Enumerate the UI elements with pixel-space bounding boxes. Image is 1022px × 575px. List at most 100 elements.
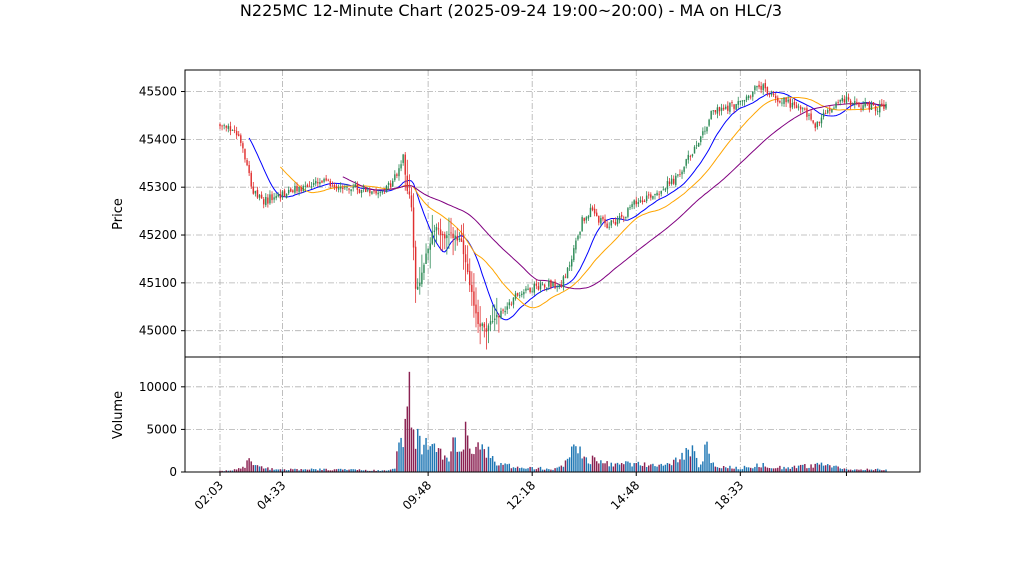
volume-bar xyxy=(639,465,642,472)
volume-bar xyxy=(304,469,307,472)
candle-body xyxy=(381,191,384,193)
candle-body xyxy=(685,159,687,166)
candle-body xyxy=(725,106,727,109)
candle-body xyxy=(752,91,754,97)
candle-body xyxy=(866,102,868,104)
volume-bar xyxy=(637,461,640,472)
candle-body xyxy=(583,217,585,222)
volume-bar xyxy=(342,469,344,472)
volume-bar xyxy=(404,418,406,472)
volume-bar xyxy=(629,462,631,472)
volume-bar xyxy=(377,470,379,472)
volume-bar xyxy=(369,470,371,472)
volume-bar xyxy=(679,459,681,472)
candle-body xyxy=(323,178,325,182)
x-tick-label: 12:18 xyxy=(504,478,538,512)
candle-body xyxy=(635,200,637,205)
volume-bar xyxy=(677,462,679,472)
candle-body xyxy=(870,103,873,110)
volume-bar xyxy=(431,444,434,472)
candle-body xyxy=(446,235,448,239)
volume-bar xyxy=(754,466,756,472)
candle-body xyxy=(402,154,404,163)
candle-body xyxy=(806,108,808,117)
candle-body xyxy=(398,168,400,177)
volume-bar xyxy=(851,470,854,472)
volume-bar xyxy=(577,453,579,472)
volume-bar xyxy=(450,451,452,472)
volume-bar xyxy=(514,467,517,472)
candle-body xyxy=(502,309,504,311)
candles xyxy=(219,79,887,350)
candle-body xyxy=(579,231,581,235)
volume-bar xyxy=(437,448,440,472)
candle-body xyxy=(770,93,773,95)
volume-bar xyxy=(714,466,717,472)
candle-body xyxy=(394,174,396,181)
candle-body xyxy=(560,284,563,287)
candle-body xyxy=(444,234,446,239)
volume-bar xyxy=(879,469,881,472)
candle-body xyxy=(702,131,704,136)
candle-body xyxy=(793,102,796,106)
volume-bar xyxy=(252,465,255,472)
candle-body xyxy=(383,192,386,194)
candle-body xyxy=(781,102,783,104)
candle-body xyxy=(881,103,883,105)
candle-body xyxy=(802,108,804,110)
candle-body xyxy=(648,194,650,196)
volume-bar xyxy=(633,463,635,472)
volume-bar xyxy=(296,469,298,472)
candle-body xyxy=(273,197,275,200)
volume-bar xyxy=(731,468,733,472)
volume-bar xyxy=(793,465,796,472)
volume-bar xyxy=(858,469,860,472)
candle-body xyxy=(749,96,752,98)
candle-body xyxy=(581,217,583,232)
volume-bar xyxy=(375,470,377,472)
volume-bar xyxy=(319,468,321,472)
volume-bar xyxy=(423,444,425,472)
candle-body xyxy=(672,178,675,184)
volume-bar xyxy=(685,447,687,472)
candle-body xyxy=(606,223,608,229)
candle-body xyxy=(315,180,317,184)
volume-bar xyxy=(618,464,621,472)
candle-body xyxy=(352,187,354,189)
volume-bar xyxy=(826,464,829,472)
candle-body xyxy=(396,174,398,176)
volume-bar xyxy=(747,467,750,472)
volume-bar xyxy=(783,466,785,472)
volume-bar xyxy=(598,463,600,472)
candle-body xyxy=(743,100,746,102)
candle-body xyxy=(762,84,764,91)
candle-body xyxy=(612,220,615,222)
volume-bar xyxy=(700,464,702,472)
volume-bar xyxy=(487,446,490,472)
volume-bar xyxy=(454,437,456,472)
candle-body xyxy=(643,200,646,203)
candle-body xyxy=(479,323,481,327)
volume-bar xyxy=(870,469,873,472)
volume-bar xyxy=(656,466,658,472)
volume-bar xyxy=(439,448,442,472)
volume-bar xyxy=(523,468,525,472)
volume-grid xyxy=(185,357,920,472)
volume-bar xyxy=(654,466,656,472)
candle-body xyxy=(427,248,429,254)
volume-bar xyxy=(735,466,737,472)
volume-bar xyxy=(785,468,787,472)
candle-body xyxy=(262,199,265,205)
volume-bar xyxy=(745,467,748,472)
candle-body xyxy=(714,109,717,113)
volume-bar xyxy=(695,457,698,472)
candle-body xyxy=(269,194,271,204)
candle-body xyxy=(312,182,315,185)
candle-body xyxy=(577,235,579,240)
candle-body xyxy=(639,200,642,202)
volume-bar xyxy=(335,469,338,472)
volume-bar xyxy=(433,443,436,472)
volume-bar xyxy=(693,451,696,472)
candle-body xyxy=(219,124,221,127)
candle-body xyxy=(471,284,473,293)
